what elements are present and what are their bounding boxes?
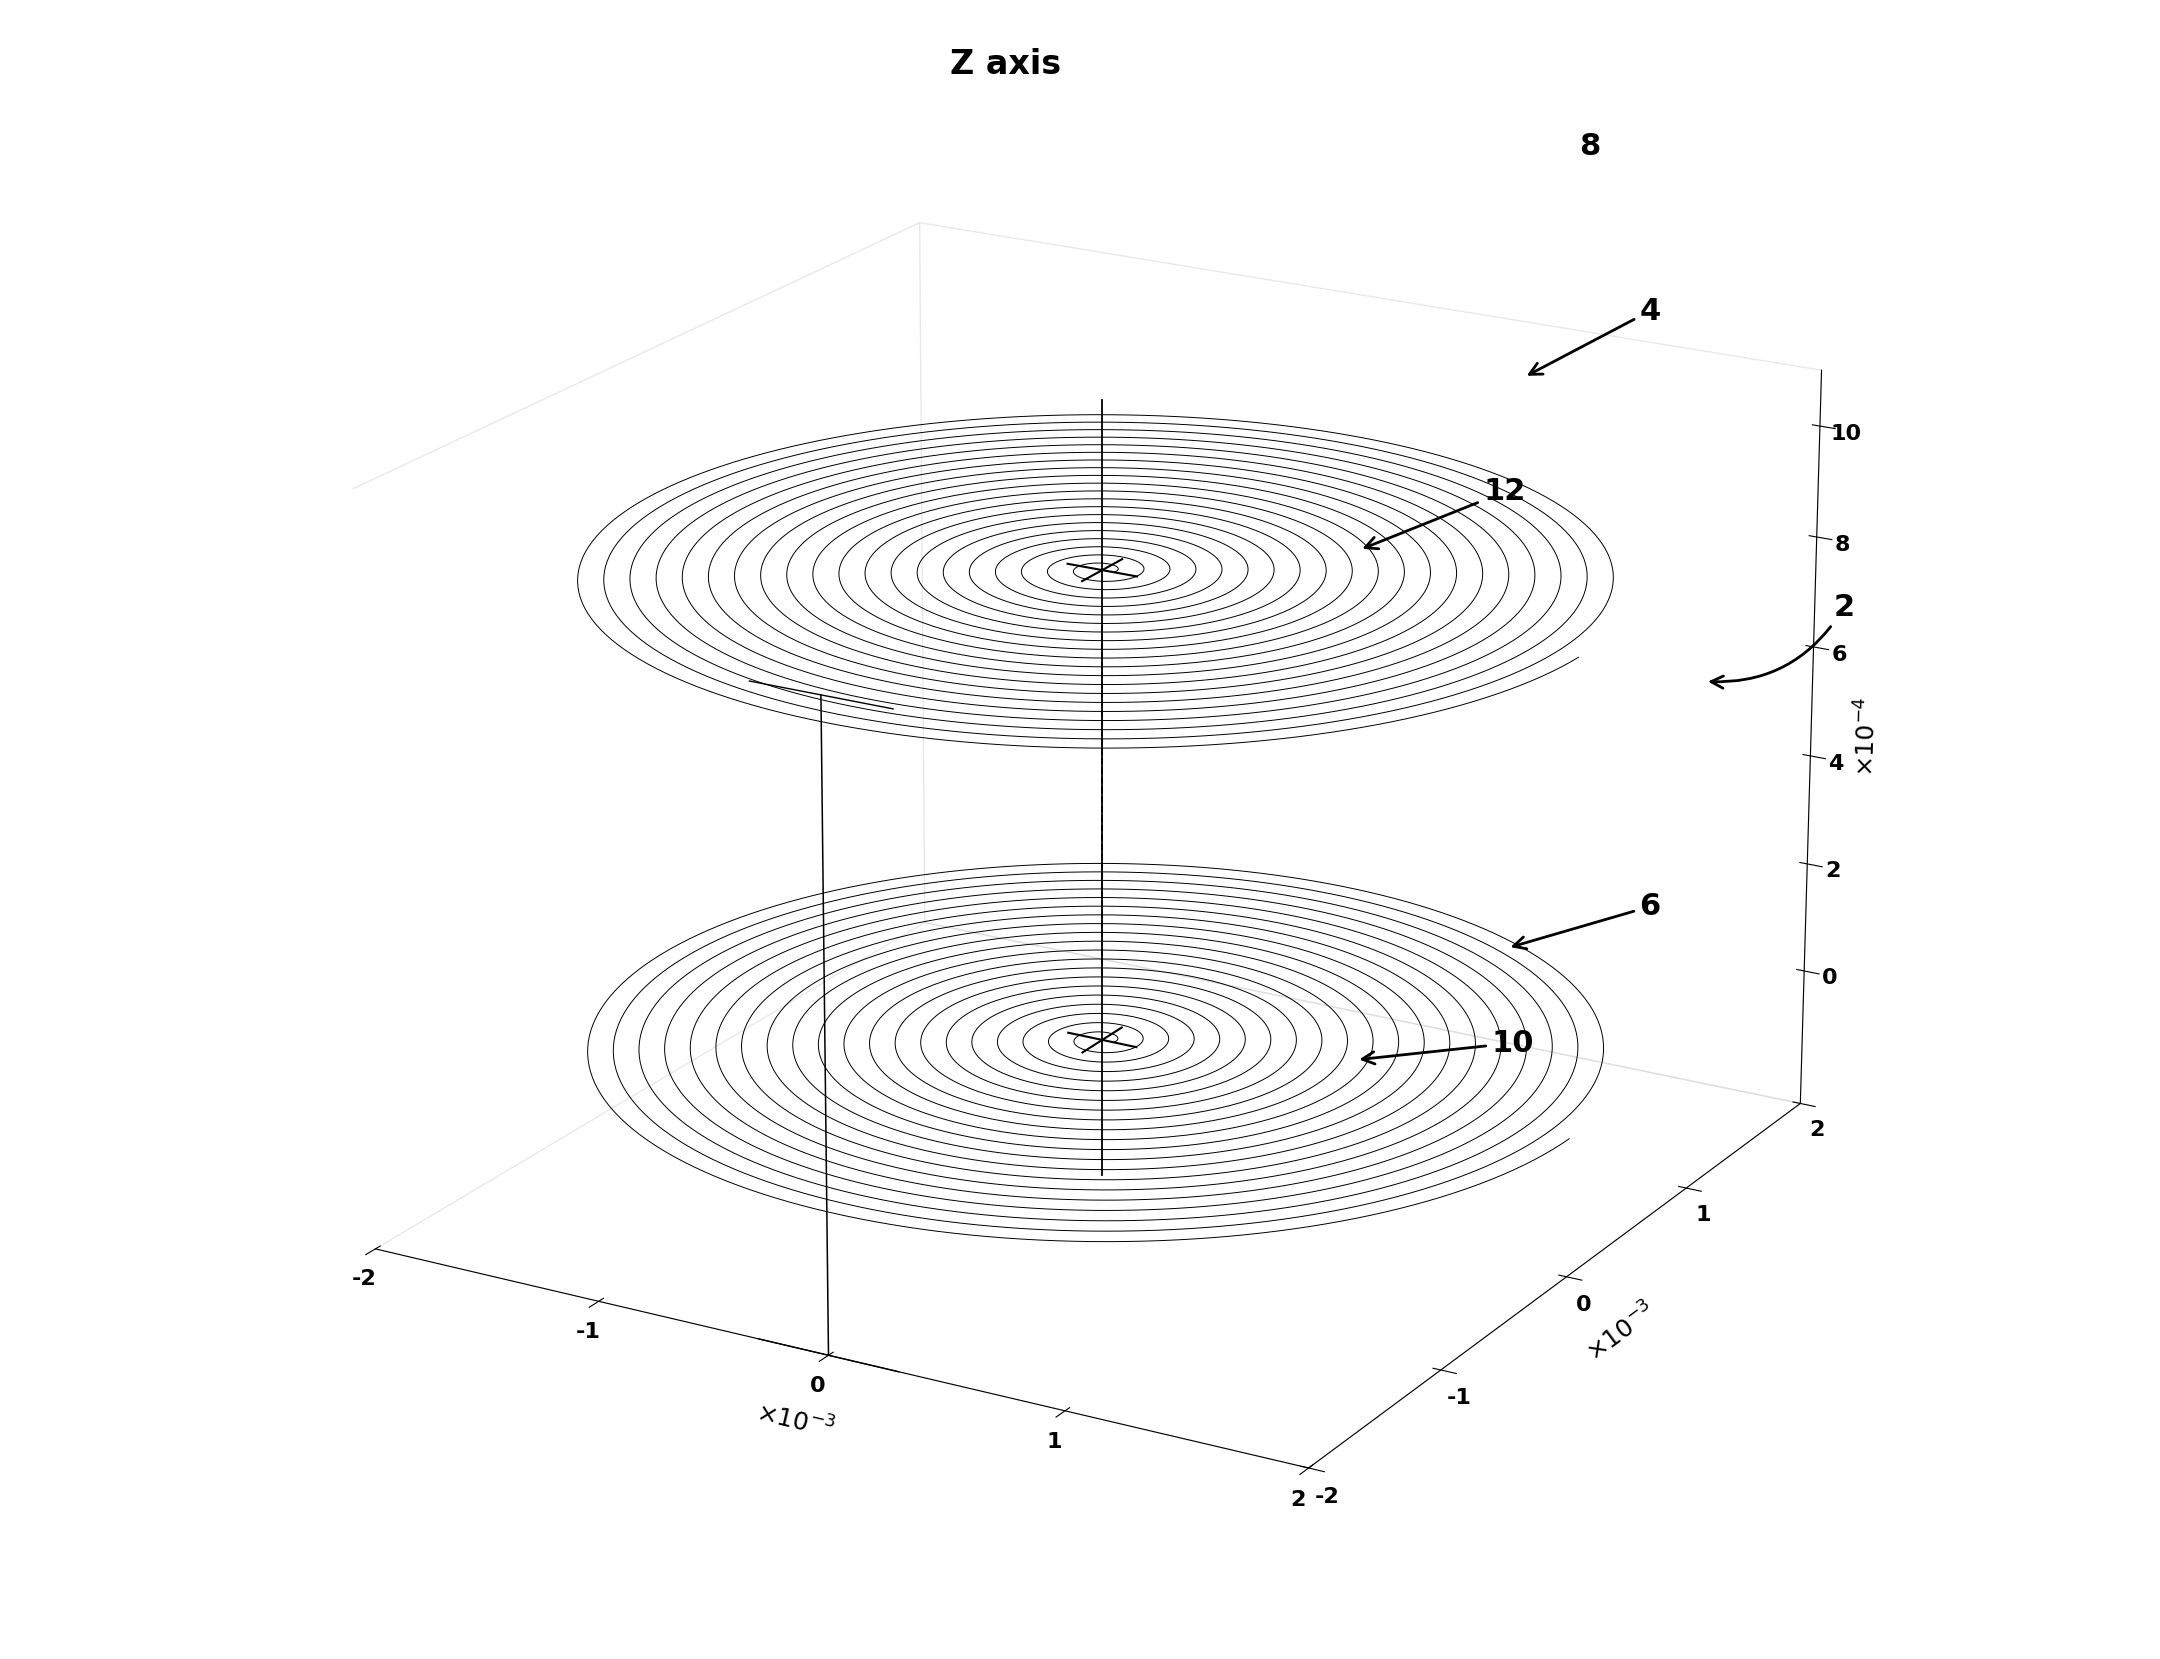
Text: 8: 8 <box>1579 133 1601 161</box>
Text: 2: 2 <box>1711 592 1855 688</box>
Text: 12: 12 <box>1365 478 1525 549</box>
Text: 10: 10 <box>1363 1029 1534 1063</box>
Text: Z axis: Z axis <box>950 48 1061 81</box>
Y-axis label: $\times 10^{-3}$: $\times 10^{-3}$ <box>1581 1297 1661 1367</box>
Text: 6: 6 <box>1514 893 1661 949</box>
X-axis label: $\times 10^{-3}$: $\times 10^{-3}$ <box>754 1400 838 1443</box>
Text: 4: 4 <box>1529 297 1661 375</box>
